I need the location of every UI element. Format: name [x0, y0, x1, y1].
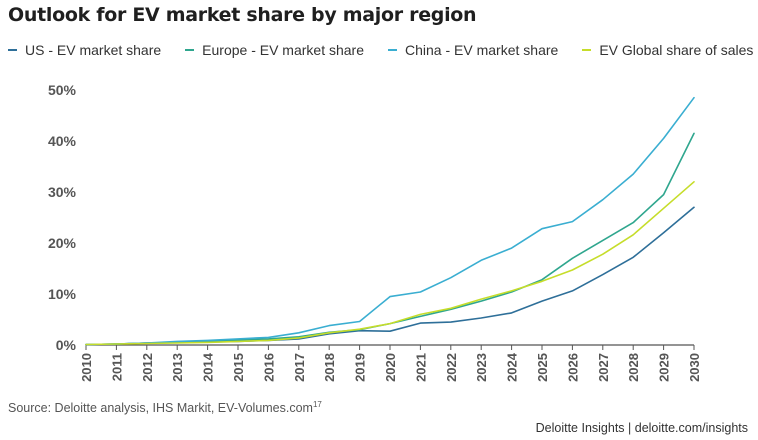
- legend-label-global: EV Global share of sales: [599, 42, 754, 58]
- y-tick-label: 10%: [48, 286, 77, 302]
- source-text: Source: Deloitte analysis, IHS Markit, E…: [8, 401, 313, 416]
- y-tick-label: 50%: [48, 82, 77, 98]
- legend-swatch-global: [582, 49, 592, 51]
- x-tick-label: 2025: [535, 353, 550, 382]
- legend-swatch-us: [8, 49, 17, 51]
- x-tick-label: 2026: [565, 353, 580, 382]
- x-tick-label: 2011: [109, 353, 124, 381]
- x-tick-label: 2021: [413, 353, 428, 382]
- y-tick-label: 30%: [48, 184, 77, 200]
- legend-item-china: China - EV market share: [388, 42, 558, 58]
- legend-swatch-china: [388, 49, 398, 51]
- x-tick-label: 2030: [687, 353, 702, 382]
- global-series-line: [85, 181, 695, 346]
- x-tick-label: 2012: [140, 353, 155, 382]
- x-tick-label: 2018: [322, 353, 337, 382]
- source-footnote-marker: 17: [312, 400, 322, 409]
- x-tick-label: 2024: [505, 352, 520, 382]
- legend-item-global: EV Global share of sales: [582, 42, 753, 58]
- x-tick-label: 2019: [353, 353, 368, 382]
- x-tick-label: 2027: [596, 353, 611, 382]
- x-tick-label: 2015: [231, 353, 246, 382]
- europe-series-line: [85, 132, 695, 346]
- legend-item-us: US - EV market share: [8, 42, 161, 58]
- x-tick-label: 2028: [626, 353, 641, 382]
- x-tick-label: 2022: [444, 353, 459, 382]
- line-chart: 0% 10% 20% 30% 40% 50% 2010 2011 2012 2013 2014 201…: [48, 82, 702, 382]
- x-tick-label: 2023: [474, 353, 489, 382]
- legend-label-europe: Europe - EV market share: [202, 42, 365, 58]
- credit-line: Deloitte Insights | deloitte.com/insight…: [535, 421, 748, 435]
- x-tick-label: 2029: [657, 353, 672, 382]
- x-tick-label: 2020: [383, 353, 398, 382]
- legend-label-china: China - EV market share: [405, 42, 559, 58]
- legend-label-us: US - EV market share: [25, 42, 162, 58]
- y-tick-label: 20%: [48, 235, 77, 251]
- x-tick-label: 2010: [79, 353, 94, 382]
- y-tick-label: 0%: [56, 337, 77, 353]
- china-series-line: [85, 96, 695, 346]
- source-note: Source: Deloitte analysis, IHS Markit, E…: [8, 400, 322, 415]
- x-tick-label: 2016: [261, 353, 276, 382]
- x-tick-label: 2014: [201, 352, 216, 382]
- legend-swatch-europe: [185, 49, 195, 51]
- y-tick-label: 40%: [48, 133, 77, 149]
- chart-title: Outlook for EV market share by major reg…: [8, 4, 477, 26]
- x-tick-label: 2013: [170, 353, 185, 382]
- x-tick-label: 2017: [292, 353, 307, 382]
- legend-item-europe: Europe - EV market share: [185, 42, 364, 58]
- chart-legend: US - EV market share Europe - EV market …: [8, 42, 753, 58]
